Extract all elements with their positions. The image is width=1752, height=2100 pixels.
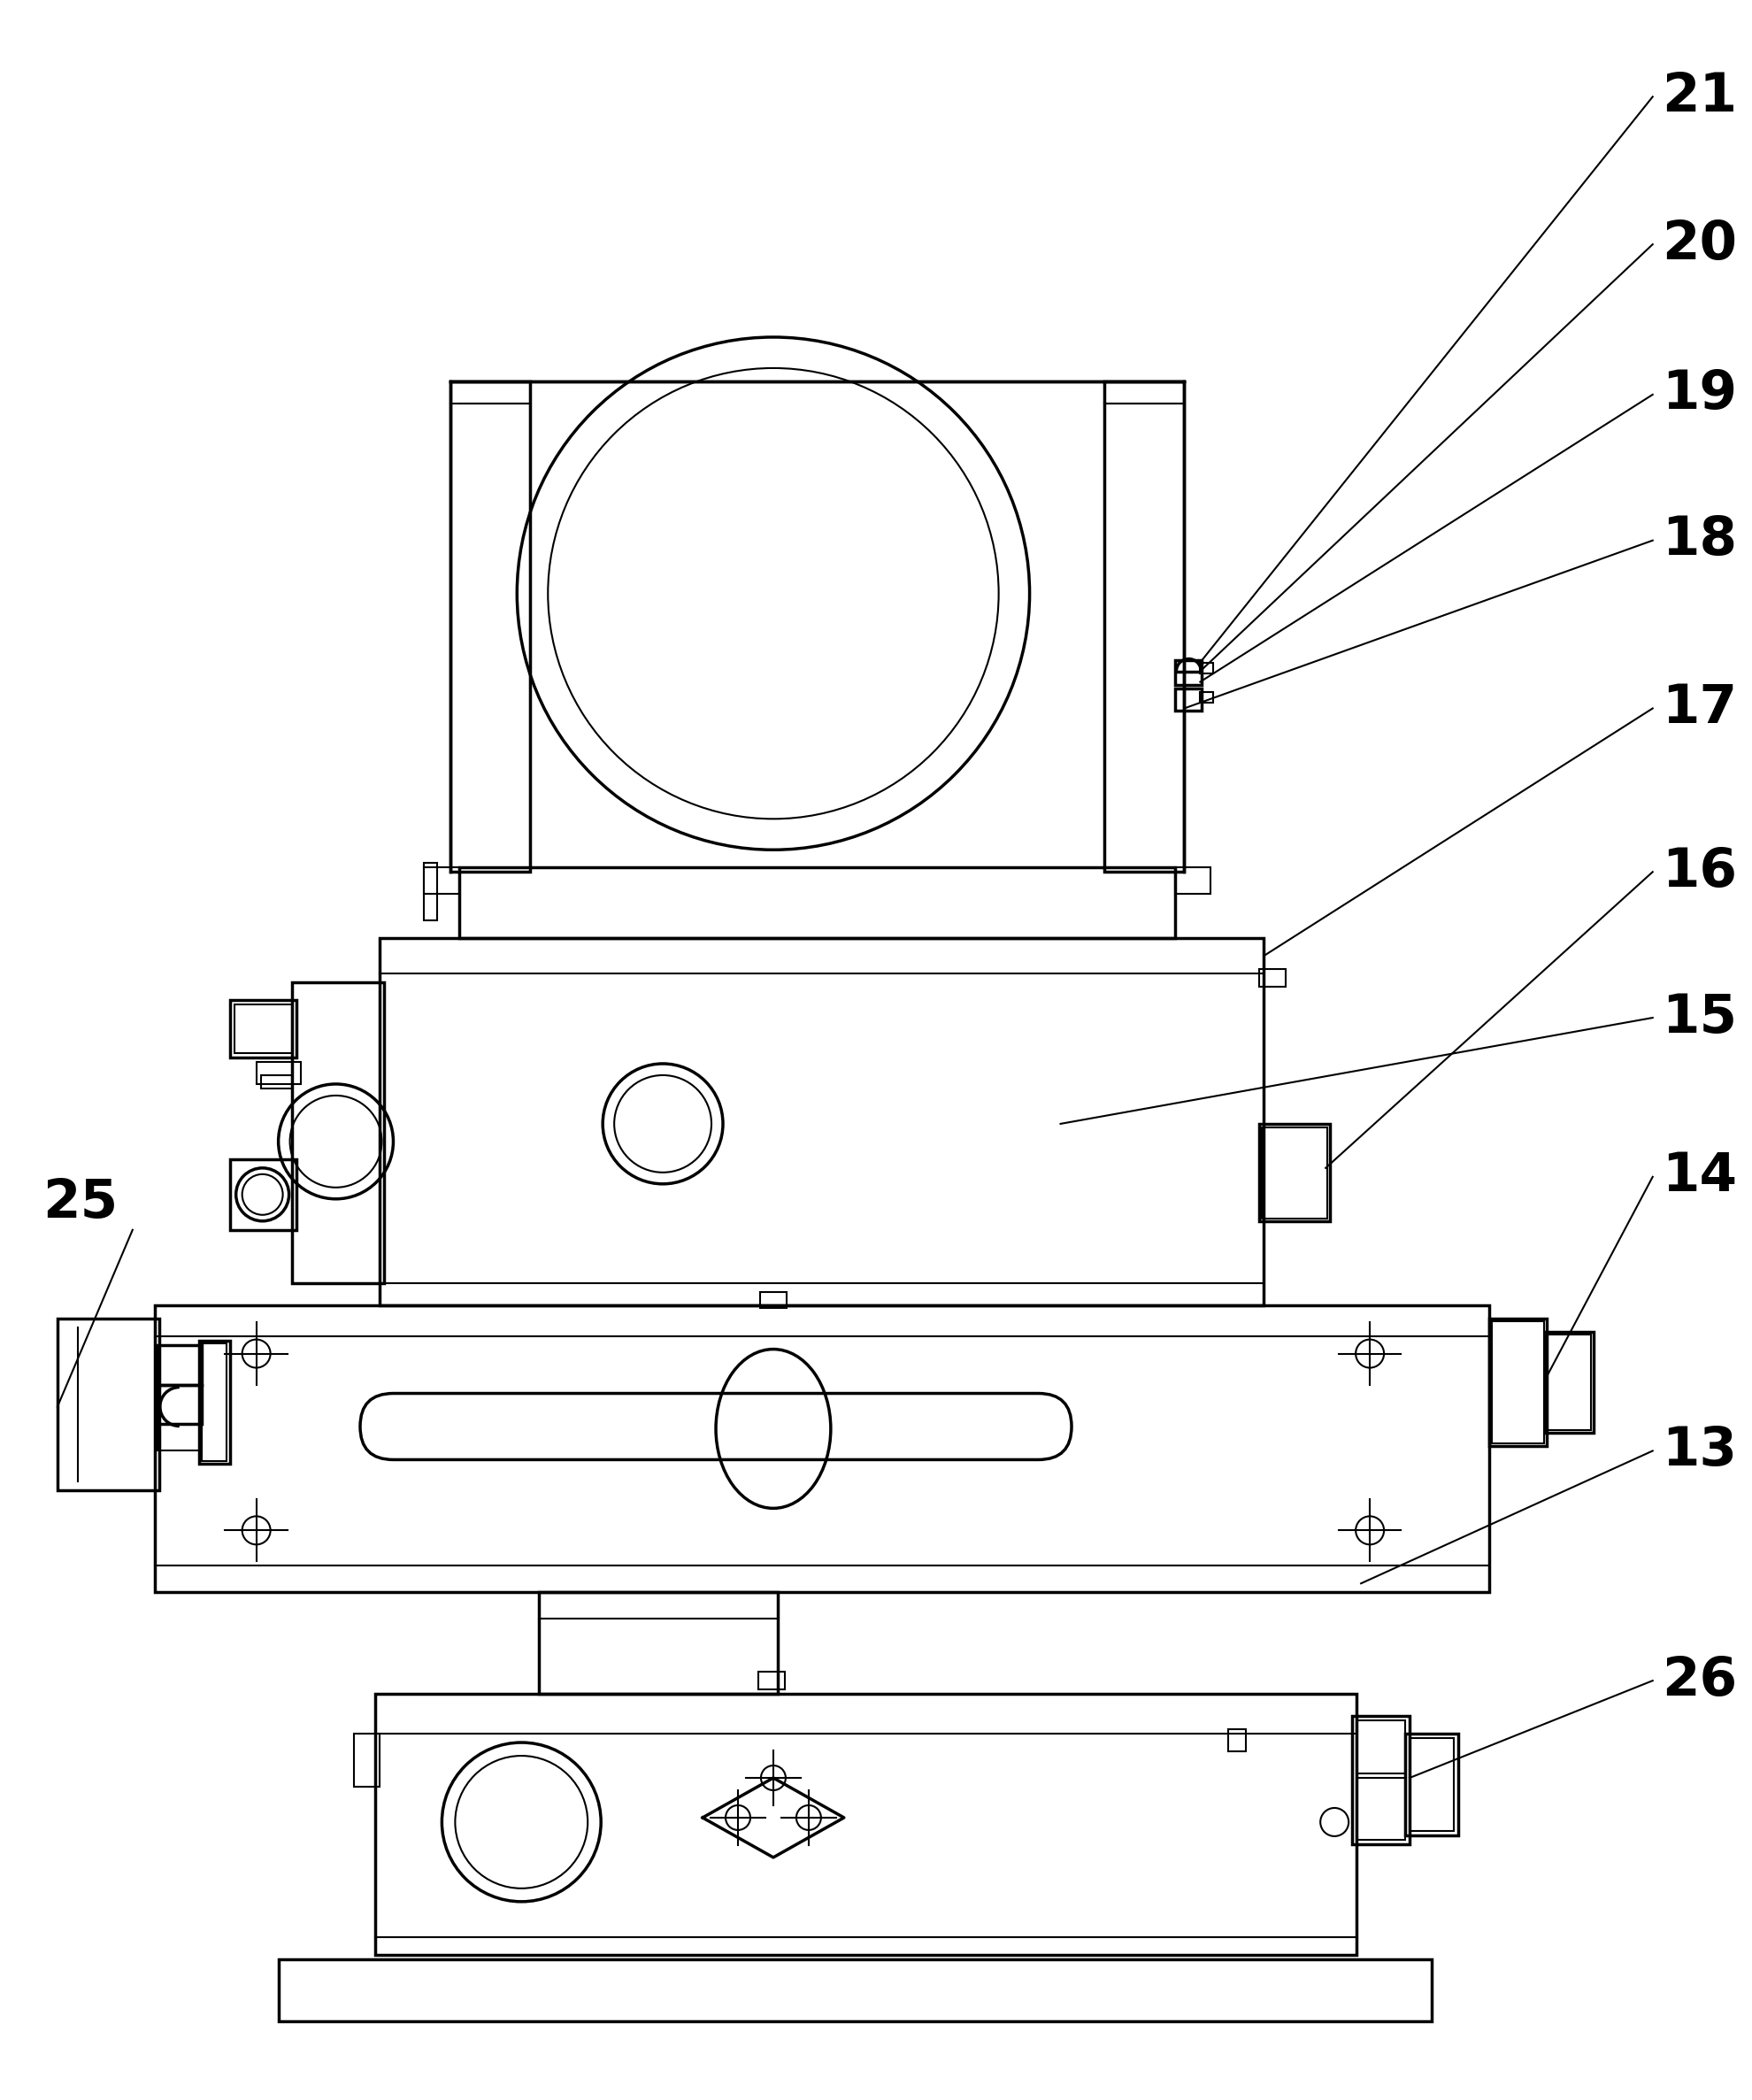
Bar [230,1000,296,1058]
Bar [1489,1319,1545,1447]
Text: 20: 20 [1661,218,1736,271]
Bar [1258,1124,1330,1220]
Bar [279,1959,1431,2020]
Bar [158,1424,201,1451]
Bar [375,1695,1356,1955]
Bar [1356,1779,1405,1840]
Bar [760,1292,787,1308]
Text: 26: 26 [1661,1655,1736,1707]
Bar [1356,1720,1405,1774]
Bar [1176,659,1202,685]
Text: 19: 19 [1661,368,1736,420]
Bar [235,1004,291,1052]
Bar [1176,867,1211,895]
Text: 25: 25 [42,1178,117,1228]
Bar [424,867,459,895]
Bar [1200,662,1212,672]
Text: 14: 14 [1661,1151,1736,1203]
Bar [1491,1321,1544,1445]
Bar [158,1384,201,1424]
Bar [1228,1728,1246,1751]
Bar [154,1304,1489,1592]
Bar [1258,968,1286,987]
Bar [354,1735,380,1787]
Bar [459,867,1176,939]
Bar [256,1063,300,1084]
Bar [540,1592,778,1695]
Text: 17: 17 [1661,682,1736,735]
Bar [1351,1716,1409,1844]
Text: 15: 15 [1661,991,1736,1044]
Bar [1405,1735,1458,1835]
Bar [1104,382,1184,872]
Bar [759,1672,785,1691]
Bar [1176,689,1202,712]
Text: 18: 18 [1661,514,1736,567]
Bar [230,1159,296,1231]
Bar [1547,1334,1591,1430]
Bar [450,382,531,872]
Text: 21: 21 [1661,71,1736,122]
Bar [1200,693,1212,704]
Bar [1261,1128,1326,1218]
Text: 16: 16 [1661,846,1736,899]
Bar [291,983,384,1283]
Bar [261,1075,291,1088]
Bar [424,863,438,920]
Bar [198,1340,230,1464]
Bar [58,1319,159,1491]
Bar [1544,1331,1593,1432]
Bar [380,939,1263,1304]
Text: 13: 13 [1661,1424,1736,1476]
Bar [201,1344,226,1462]
Bar [158,1344,201,1384]
Bar [1409,1739,1452,1831]
